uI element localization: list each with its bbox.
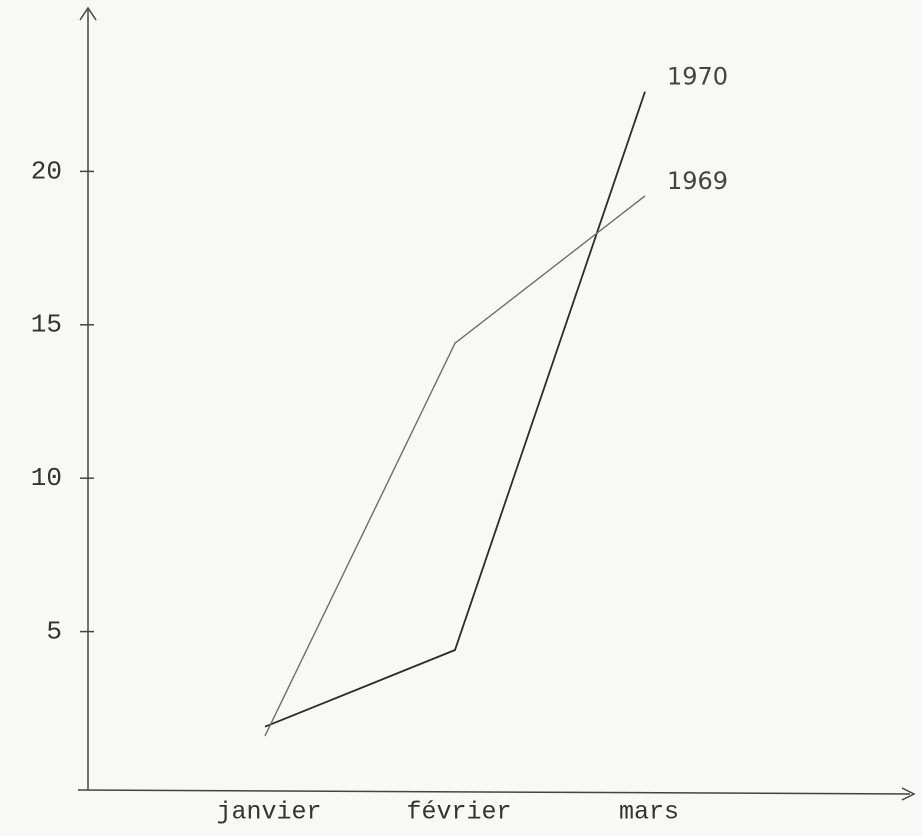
y-axis-arrow bbox=[79, 6, 97, 21]
x-axis bbox=[77, 789, 911, 795]
series-line bbox=[264, 91, 646, 728]
series-line bbox=[264, 195, 646, 737]
y-tick-label: 15 bbox=[31, 310, 62, 340]
x-tick-label: mars bbox=[619, 798, 679, 827]
y-tick-label: 10 bbox=[31, 463, 62, 493]
y-tick-label: 20 bbox=[31, 156, 62, 186]
x-tick-label: février bbox=[406, 798, 511, 827]
series-label: 1969 bbox=[667, 167, 728, 195]
x-tick-label: janvier bbox=[216, 798, 321, 827]
series-label: 1970 bbox=[667, 63, 728, 91]
x-axis-arrow bbox=[901, 787, 916, 801]
y-tick-label: 5 bbox=[46, 616, 62, 646]
